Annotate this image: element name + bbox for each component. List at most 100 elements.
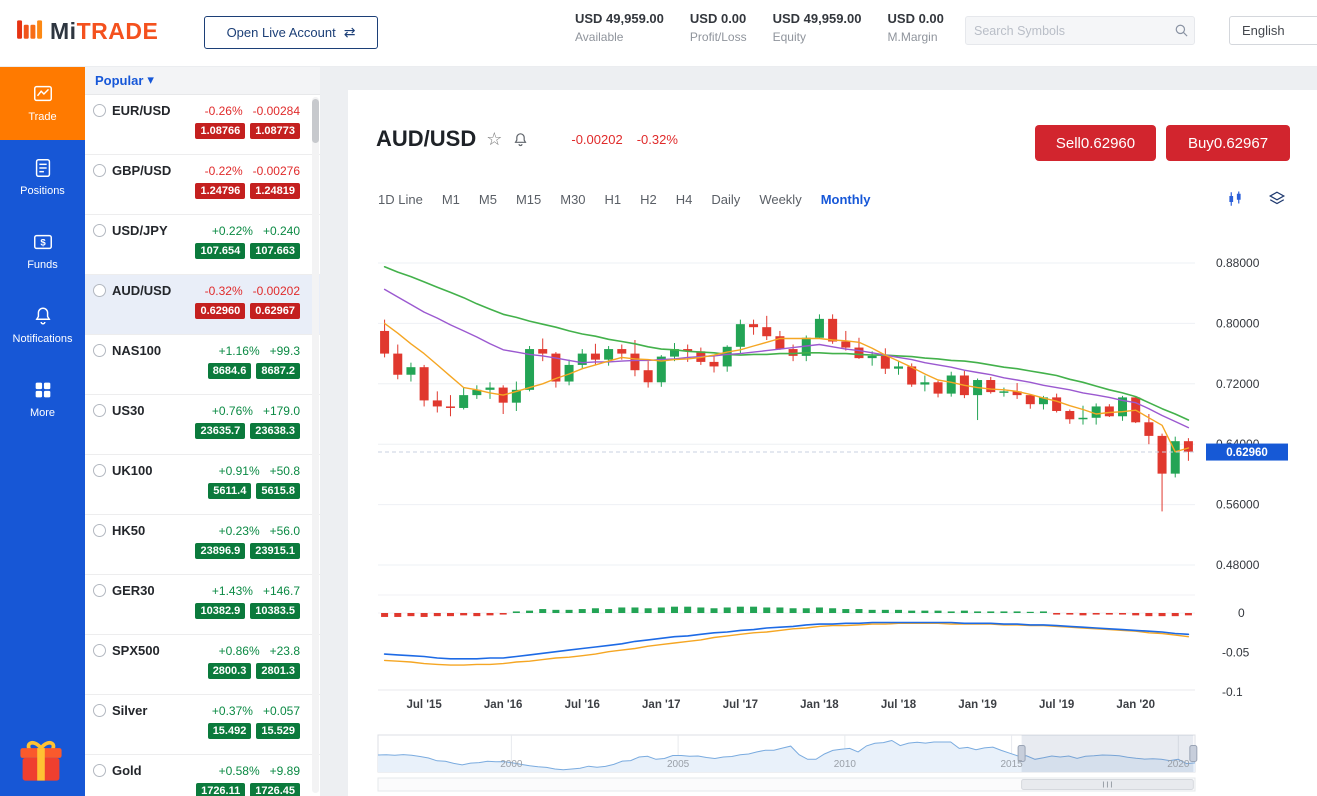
symbol-radio[interactable] xyxy=(93,284,106,297)
watchlist-scrollbar-thumb[interactable] xyxy=(312,99,319,143)
favorite-star-icon[interactable]: ☆ xyxy=(486,128,503,150)
watchlist-row-silver[interactable]: Silver +0.37% +0.057 15.492 15.529 xyxy=(85,695,320,755)
svg-text:Jan '19: Jan '19 xyxy=(958,699,997,711)
buy-price-badge[interactable]: 107.663 xyxy=(250,243,300,259)
sidebar-item-more[interactable]: More xyxy=(0,362,85,436)
symbol-radio[interactable] xyxy=(93,104,106,117)
sell-price-badge[interactable]: 0.62960 xyxy=(195,303,246,319)
search-icon[interactable] xyxy=(1168,23,1194,38)
symbol-radio[interactable] xyxy=(93,224,106,237)
symbol-radio[interactable] xyxy=(93,764,106,777)
sidebar-item-trade[interactable]: Trade xyxy=(0,66,85,140)
sell-button[interactable]: Sell 0.62960 xyxy=(1035,125,1156,161)
price-alert-bell-icon[interactable] xyxy=(512,131,529,148)
sell-price-badge[interactable]: 23635.7 xyxy=(195,423,246,439)
open-live-account-button[interactable]: Open Live Account ⇄ xyxy=(204,16,378,49)
watchlist-row-aud-usd[interactable]: AUD/USD -0.32% -0.00202 0.62960 0.62967 xyxy=(85,275,320,335)
change-percent: +0.91% xyxy=(218,463,260,478)
indicators-layers-icon[interactable] xyxy=(1268,190,1286,208)
watchlist-row-nas100[interactable]: NAS100 +1.16% +99.3 8684.6 8687.2 xyxy=(85,335,320,395)
timeframe-tab-1d-line[interactable]: 1D Line xyxy=(378,192,423,207)
symbol-name: Silver xyxy=(112,703,148,718)
sell-price-badge[interactable]: 23896.9 xyxy=(195,543,246,559)
language-selector[interactable]: English xyxy=(1229,16,1317,45)
watchlist-row-gold[interactable]: Gold +0.58% +9.89 1726.11 1726.45 xyxy=(85,755,320,796)
symbol-radio[interactable] xyxy=(93,344,106,357)
watchlist-row-eur-usd[interactable]: EUR/USD -0.26% -0.00284 1.08766 1.08773 xyxy=(85,95,320,155)
watchlist-row-uk100[interactable]: UK100 +0.91% +50.8 5611.4 5615.8 xyxy=(85,455,320,515)
symbol-radio[interactable] xyxy=(93,464,106,477)
chart-type-icon[interactable] xyxy=(1226,190,1244,208)
svg-text:Jul '15: Jul '15 xyxy=(406,699,442,711)
sell-price-badge[interactable]: 107.654 xyxy=(195,243,246,259)
sell-price-badge[interactable]: 1.08766 xyxy=(195,123,246,139)
buy-price-badge[interactable]: 1726.45 xyxy=(250,783,300,796)
watchlist-row-usd-jpy[interactable]: USD/JPY +0.22% +0.240 107.654 107.663 xyxy=(85,215,320,275)
buy-price-badge[interactable]: 23915.1 xyxy=(250,543,300,559)
symbol-change: +0.76% +179.0 xyxy=(212,404,300,418)
timeframe-tab-weekly[interactable]: Weekly xyxy=(759,192,802,207)
timeframe-tab-h4[interactable]: H4 xyxy=(675,192,693,207)
watchlist-group-dropdown[interactable]: Popular ▾ xyxy=(85,66,320,95)
buy-price-badge[interactable]: 2801.3 xyxy=(256,663,300,679)
timeframe-tab-h2[interactable]: H2 xyxy=(640,192,657,207)
buy-price-badge[interactable]: 5615.8 xyxy=(256,483,300,499)
buy-price-badge[interactable]: 1.08773 xyxy=(250,123,300,139)
symbol-radio[interactable] xyxy=(93,584,106,597)
timeframe-tab-daily[interactable]: Daily xyxy=(711,192,741,207)
symbol-radio[interactable] xyxy=(93,164,106,177)
sell-price-badge[interactable]: 1726.11 xyxy=(196,783,246,796)
symbol-radio[interactable] xyxy=(93,404,106,417)
sell-price-badge[interactable]: 10382.9 xyxy=(195,603,246,619)
timeframe-tab-h1[interactable]: H1 xyxy=(604,192,622,207)
navigator-range-handle[interactable] xyxy=(1189,745,1198,762)
account-stat-equity: USD 49,959.00 Equity xyxy=(773,11,862,44)
buy-price-badge[interactable]: 0.62967 xyxy=(250,303,300,319)
watchlist-scrollbar[interactable] xyxy=(312,97,319,793)
watchlist-row-ger30[interactable]: GER30 +1.43% +146.7 10382.9 10383.5 xyxy=(85,575,320,635)
watchlist-row-spx500[interactable]: SPX500 +0.86% +23.8 2800.3 2801.3 xyxy=(85,635,320,695)
sidebar-item-funds[interactable]: $ Funds xyxy=(0,214,85,288)
change-absolute: -0.00202 xyxy=(252,283,300,298)
symbol-radio[interactable] xyxy=(93,644,106,657)
search-input[interactable] xyxy=(966,23,1168,38)
buy-button[interactable]: Buy 0.62967 xyxy=(1166,125,1290,161)
price-chart-canvas[interactable]: 0.880000.800000.720000.640000.560000.480… xyxy=(348,90,1317,796)
symbol-radio[interactable] xyxy=(93,524,106,537)
svg-text:0.62960: 0.62960 xyxy=(1226,447,1268,459)
symbol-search-box[interactable] xyxy=(965,16,1195,45)
buy-price-badge[interactable]: 8687.2 xyxy=(256,363,300,379)
sell-price-badge[interactable]: 2800.3 xyxy=(207,663,252,679)
svg-text:Jul '17: Jul '17 xyxy=(723,699,758,711)
timeframe-tab-m5[interactable]: M5 xyxy=(478,192,497,207)
buy-price-badge[interactable]: 10383.5 xyxy=(250,603,300,619)
timeframe-tab-m15[interactable]: M15 xyxy=(515,192,542,207)
sell-price-badge[interactable]: 8684.6 xyxy=(207,363,252,379)
symbol-radio[interactable] xyxy=(93,704,106,717)
watchlist-row-us30[interactable]: US30 +0.76% +179.0 23635.7 23638.3 xyxy=(85,395,320,455)
watchlist-row-hk50[interactable]: HK50 +0.23% +56.0 23896.9 23915.1 xyxy=(85,515,320,575)
svg-text:0.88000: 0.88000 xyxy=(1216,256,1260,270)
buy-price-badge[interactable]: 23638.3 xyxy=(250,423,300,439)
sell-price-badge[interactable]: 1.24796 xyxy=(195,183,246,199)
timeframe-tab-m1[interactable]: M1 xyxy=(441,192,460,207)
sell-price-badge[interactable]: 15.492 xyxy=(207,723,252,739)
watchlist-row-gbp-usd[interactable]: GBP/USD -0.22% -0.00276 1.24796 1.24819 xyxy=(85,155,320,215)
symbol-name: SPX500 xyxy=(112,643,160,658)
account-stat-m-margin: USD 0.00 M.Margin xyxy=(888,11,944,44)
watchlist-panel: Popular ▾ EUR/USD -0.26% -0.00284 1.08766 1.… xyxy=(85,66,320,796)
buy-price-badge[interactable]: 15.529 xyxy=(256,723,300,739)
sidebar-item-label: Notifications xyxy=(12,333,73,345)
sell-button-label: Sell xyxy=(1055,134,1081,152)
positions-icon xyxy=(32,157,54,179)
navigator-range-handle[interactable] xyxy=(1017,745,1026,762)
buy-price-badge[interactable]: 1.24819 xyxy=(250,183,300,199)
sidebar-item-notifications[interactable]: Notifications xyxy=(0,288,85,362)
timeframe-tab-m30[interactable]: M30 xyxy=(560,192,586,207)
sell-price-badge[interactable]: 5611.4 xyxy=(208,483,252,499)
svg-text:2015: 2015 xyxy=(1000,759,1023,770)
svg-text:0.56000: 0.56000 xyxy=(1216,498,1260,512)
timeframe-tab-monthly[interactable]: Monthly xyxy=(820,192,871,207)
gift-promo-icon[interactable] xyxy=(15,734,67,786)
sidebar-item-positions[interactable]: Positions xyxy=(0,140,85,214)
